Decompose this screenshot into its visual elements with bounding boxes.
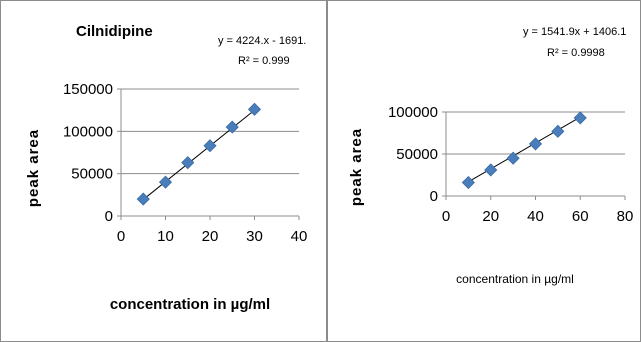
chart-second: 0 50000 100000 0 20 40 60 80 y = 1541.9x + 1406… <box>327 0 641 342</box>
y-tick-label: 0 <box>430 188 438 205</box>
trendline-equation: y = 4224.x - 1691. <box>218 35 306 47</box>
chart-frame <box>0 0 327 342</box>
y-tick-label: 100000 <box>388 104 438 121</box>
y-tick-label: 150000 <box>63 81 113 98</box>
data-point <box>528 137 543 151</box>
x-tick-label: 0 <box>117 228 125 245</box>
y-tick-label: 50000 <box>396 146 438 163</box>
trendline-equation: y = 1541.9x + 1406.1 <box>523 26 626 38</box>
x-axis-label: concentration in µg/ml <box>110 296 270 313</box>
data-point <box>181 156 195 170</box>
x-tick-label: 40 <box>527 208 544 225</box>
data-point <box>203 139 217 153</box>
x-tick-label: 20 <box>202 228 219 245</box>
data-point <box>247 102 262 116</box>
data-point <box>136 192 150 206</box>
r-squared-label: R² = 0.9998 <box>547 47 605 59</box>
x-tick-label: 40 <box>291 228 308 245</box>
x-tick-label: 80 <box>617 208 634 225</box>
r-squared-label: R² = 0.999 <box>238 55 290 67</box>
data-point <box>461 175 475 190</box>
data-point <box>225 120 239 134</box>
y-axis-label: peak area <box>25 129 42 207</box>
data-point <box>484 163 498 177</box>
x-tick-label: 30 <box>246 228 263 245</box>
y-tick-label: 50000 <box>71 166 113 183</box>
data-point <box>506 151 520 165</box>
chart-frame <box>327 0 641 342</box>
x-tick-label: 60 <box>572 208 589 225</box>
data-point <box>551 124 565 138</box>
x-tick-label: 0 <box>442 208 450 225</box>
y-tick-label: 0 <box>105 208 113 225</box>
data-point <box>573 111 587 125</box>
y-tick-label: 100000 <box>63 123 113 140</box>
x-tick-label: 20 <box>482 208 499 225</box>
x-axis-label: concentration in µg/ml <box>456 272 574 286</box>
chart-title: Cilnidipine <box>76 23 153 40</box>
data-point <box>158 175 173 189</box>
y-axis-label: peak area <box>348 128 365 206</box>
x-tick-label: 10 <box>157 228 174 245</box>
